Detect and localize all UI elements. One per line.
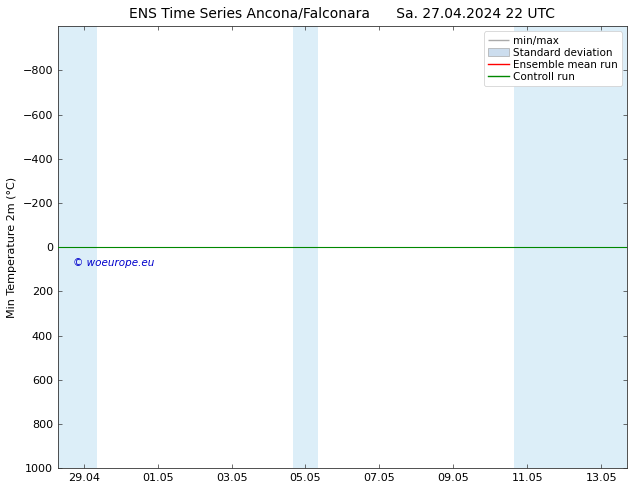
Y-axis label: Min Temperature 2m (°C): Min Temperature 2m (°C)	[7, 177, 17, 318]
Bar	[58, 26, 96, 468]
Text: © woeurope.eu: © woeurope.eu	[73, 258, 154, 269]
Bar	[292, 26, 318, 468]
Bar	[514, 26, 627, 468]
Title: ENS Time Series Ancona/Falconara      Sa. 27.04.2024 22 UTC: ENS Time Series Ancona/Falconara Sa. 27.…	[129, 7, 555, 21]
Legend: min/max, Standard deviation, Ensemble mean run, Controll run: min/max, Standard deviation, Ensemble me…	[484, 31, 622, 86]
